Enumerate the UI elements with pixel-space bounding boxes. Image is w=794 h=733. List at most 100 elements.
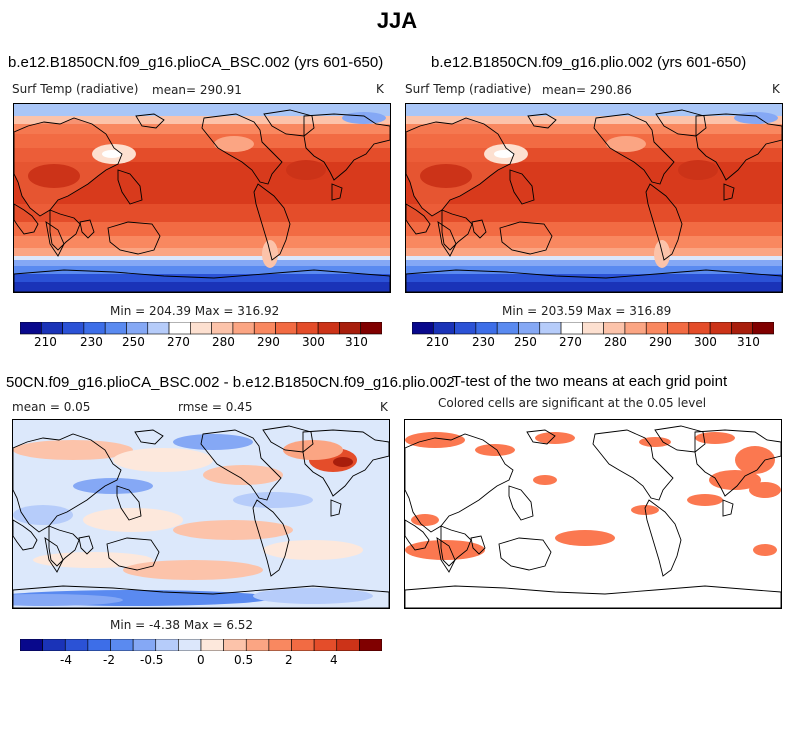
panel2-tick-7: 310: [737, 335, 760, 349]
significant-cell: [555, 530, 615, 546]
temperature-band: [14, 116, 390, 124]
difference-patch: [233, 492, 313, 508]
colorbar-box: [731, 322, 754, 335]
panel1-tick-4: 280: [212, 335, 235, 349]
colorbar-box: [317, 322, 340, 335]
panel1-tick-1: 230: [80, 335, 103, 349]
tibet-plateau: [494, 150, 514, 158]
colorbar-boxes: [20, 322, 382, 335]
colorbar-box: [62, 322, 85, 335]
andes: [262, 240, 278, 268]
colorbar-box: [313, 639, 338, 651]
panel1-tick-7: 310: [345, 335, 368, 349]
coastline: [722, 499, 734, 517]
andes: [654, 240, 670, 268]
coastline: [14, 203, 39, 235]
colorbar-box: [518, 322, 541, 335]
difference-patch: [33, 552, 153, 568]
coastline: [253, 183, 291, 261]
colorbar-box: [20, 639, 43, 651]
significant-cell: [735, 446, 775, 474]
significant-cell: [405, 540, 485, 560]
panel4-title: T-test of the two means at each grid poi…: [452, 373, 728, 390]
colorbar-box: [126, 322, 149, 335]
significant-cell: [411, 514, 439, 526]
coastline: [440, 525, 472, 567]
coastline: [655, 109, 707, 137]
temperature-band: [14, 248, 390, 256]
significant-cell: [753, 544, 777, 556]
colorbar-box: [110, 639, 134, 651]
panel2-tick-5: 290: [649, 335, 672, 349]
colorbar-box: [190, 322, 212, 335]
coastline: [406, 203, 431, 235]
panel2-tick-6: 300: [694, 335, 717, 349]
coastline: [405, 433, 514, 533]
panel2-tick-3: 270: [559, 335, 582, 349]
figure-title: JJA: [376, 8, 418, 33]
panel3-rmse: rmse = 0.45: [178, 400, 253, 414]
panel2-tick-4: 280: [604, 335, 627, 349]
coastline: [13, 433, 122, 533]
colorbar-box: [339, 322, 362, 335]
panel2-tick-1: 230: [472, 335, 495, 349]
coastline-group: [13, 425, 389, 608]
significant-cell: [475, 444, 515, 456]
temperature-bands: [14, 104, 390, 292]
difference-patch: [73, 478, 153, 494]
coastline-group: [406, 109, 782, 292]
significant-cells: [405, 432, 781, 560]
panel2-map-field: [406, 104, 782, 292]
colorbar-box: [104, 322, 127, 335]
panel1-units: K: [376, 82, 384, 96]
colorbar-box: [245, 639, 270, 651]
colorbar-box: [178, 639, 202, 651]
temperature-band: [14, 266, 390, 274]
panel3-stats: Min = -4.38 Max = 6.52: [110, 618, 254, 632]
colorbar-box: [253, 322, 276, 335]
panel3-tick-0: -4: [60, 653, 72, 667]
colorbar-box: [688, 322, 711, 335]
coastline: [723, 183, 735, 201]
temperature-band: [406, 274, 782, 282]
difference-patch: [263, 540, 363, 560]
tibet-plateau: [102, 150, 122, 158]
colorbar-box: [709, 322, 732, 335]
colorbar-box: [645, 322, 668, 335]
colorbar-box: [275, 322, 298, 335]
panel4-map: [404, 419, 782, 609]
colorbar-boxes: [20, 639, 382, 651]
coastline: [48, 525, 80, 567]
coastline: [593, 113, 675, 185]
cool-region: [214, 136, 254, 152]
colorbar-box: [232, 322, 255, 335]
panel1-tick-5: 290: [257, 335, 280, 349]
coastline: [654, 425, 706, 453]
panel2-tick-2: 250: [514, 335, 537, 349]
coastline: [508, 485, 534, 521]
coastline: [645, 183, 683, 261]
difference-patch: [123, 560, 263, 580]
panel3-tick-4: 0.5: [234, 653, 254, 667]
panel1-map-field: [14, 104, 390, 292]
coastline: [441, 209, 473, 251]
difference-patch: [13, 440, 133, 460]
colorbar-box: [147, 322, 170, 335]
difference-patch: [13, 594, 123, 606]
greenland: [342, 112, 386, 124]
panel2-mean: mean= 290.86: [542, 83, 632, 97]
panel3-tick-2: -0.5: [140, 653, 164, 667]
difference-patch: [113, 448, 213, 472]
difference-patches: [13, 434, 373, 606]
colorbar-box: [432, 322, 455, 335]
coastline: [695, 113, 782, 181]
coastline: [44, 537, 64, 573]
colorbar-box: [752, 322, 774, 335]
coastline: [437, 221, 457, 257]
coastline: [499, 221, 553, 255]
panel1-tick-0: 210: [34, 335, 57, 349]
colorbar-box: [40, 322, 63, 335]
coastline: [79, 219, 95, 239]
temperature-band: [406, 222, 782, 236]
panel2-units: K: [772, 82, 780, 96]
